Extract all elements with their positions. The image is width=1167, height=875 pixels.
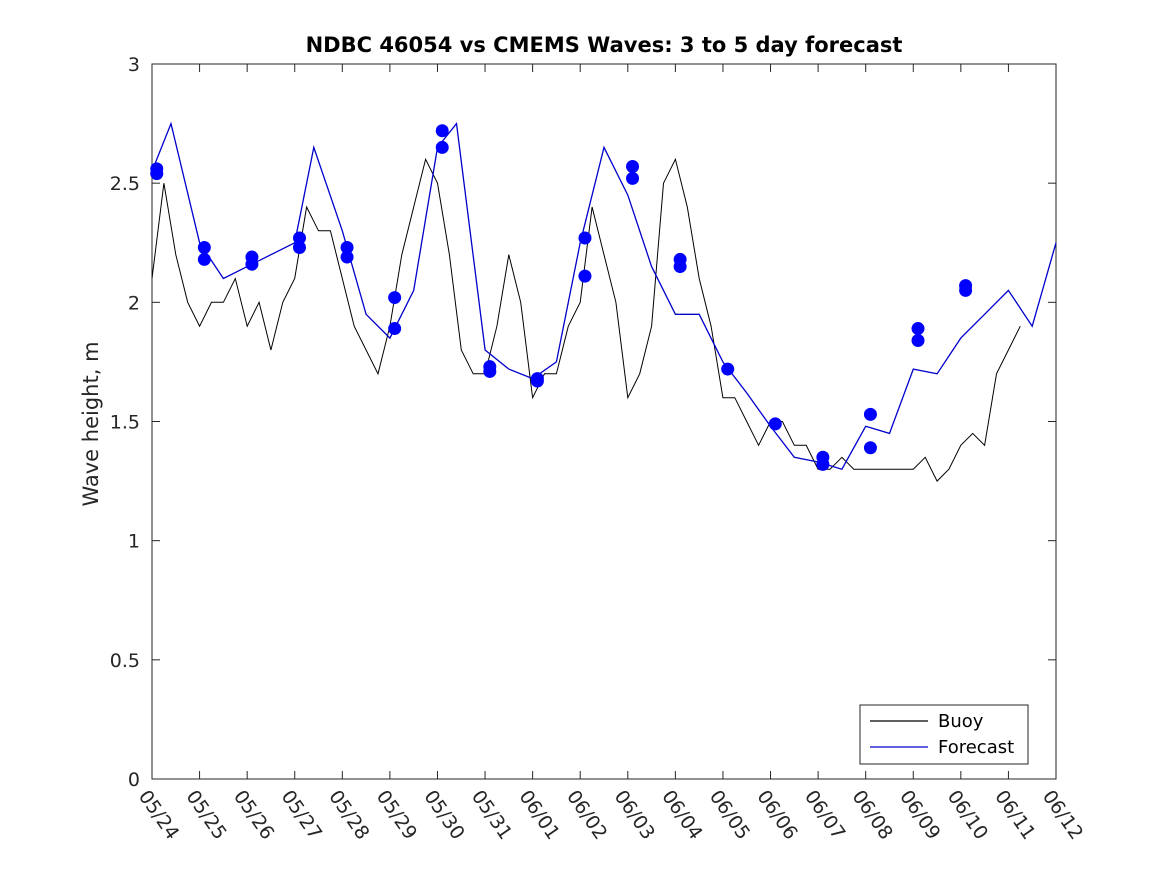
forecast-marker — [340, 250, 354, 264]
forecast-marker — [959, 283, 973, 297]
y-axis-label: Wave height, m — [79, 341, 103, 506]
legend-label-buoy: Buoy — [938, 711, 984, 732]
forecast-marker — [626, 159, 640, 173]
forecast-marker — [911, 333, 925, 347]
y-tick-label: 3 — [128, 54, 140, 76]
forecast-marker — [863, 441, 877, 455]
forecast-marker — [530, 374, 544, 388]
forecast-marker — [578, 231, 592, 245]
legend-box — [859, 704, 1029, 765]
forecast-series-line — [151, 121, 1057, 470]
forecast-marker — [435, 124, 449, 138]
forecast-marker — [340, 241, 354, 255]
forecast-marker — [626, 171, 640, 185]
forecast-marker — [768, 417, 782, 431]
forecast-marker — [292, 231, 306, 245]
forecast-marker — [197, 252, 211, 266]
forecast-marker — [578, 269, 592, 283]
forecast-marker — [197, 241, 211, 255]
y-tick-label: 0.5 — [110, 650, 140, 672]
forecast-marker — [245, 257, 259, 271]
forecast-marker — [816, 457, 830, 471]
y-tick-label: 1.5 — [110, 412, 140, 434]
y-tick-label: 0 — [128, 769, 140, 791]
forecast-marker — [911, 322, 925, 336]
forecast-marker — [483, 364, 497, 378]
forecast-marker — [388, 291, 402, 305]
forecast-marker — [292, 241, 306, 255]
legend-label-forecast: Forecast — [938, 737, 1014, 758]
y-tick-label: 1 — [128, 531, 140, 553]
legend: Buoy Forecast — [859, 704, 1029, 765]
forecast-marker — [721, 362, 735, 376]
forecast-marker — [388, 322, 402, 336]
forecast-marker — [150, 162, 164, 176]
buoy-series-line — [151, 157, 1021, 482]
y-tick-label: 2 — [128, 292, 140, 314]
forecast-marker — [863, 407, 877, 421]
forecast-marker — [435, 140, 449, 154]
chart-title: NDBC 46054 vs CMEMS Waves: 3 to 5 day fo… — [306, 33, 903, 57]
forecast-marker — [673, 260, 687, 274]
y-tick-label: 2.5 — [110, 173, 140, 195]
